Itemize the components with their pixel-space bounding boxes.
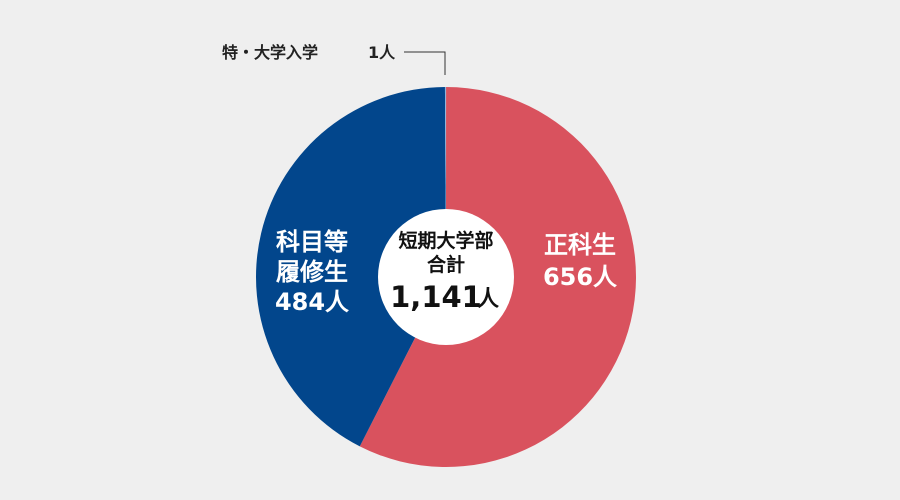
center-hole (378, 209, 514, 345)
center-title: 短期大学部 (398, 229, 493, 252)
callout-leader-line (404, 51, 446, 75)
slice-value-course: 484人 (275, 288, 349, 316)
center-unit: 人 (477, 287, 499, 312)
callout-label: 特・大学入学 (222, 43, 318, 62)
slice-value-regular: 656人 (543, 263, 617, 291)
slice-label-course-line2: 履修生 (276, 258, 348, 286)
slice-label-course-line1: 科目等 (276, 228, 348, 256)
slice-course (256, 87, 446, 447)
callout-count: 1人 (368, 43, 396, 62)
center-subtitle: 合計 (427, 253, 465, 276)
center-total: 1,141 (390, 280, 482, 314)
slice-label-regular: 正科生 (544, 231, 616, 259)
